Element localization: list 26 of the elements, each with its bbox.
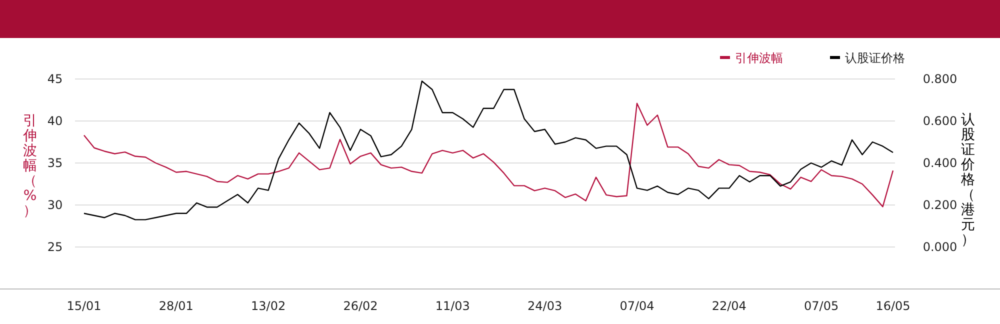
line-series xyxy=(83,80,894,220)
y2-tick-label: 0.200 xyxy=(922,198,958,212)
y-tick-label: 45 xyxy=(47,72,63,86)
y-axis-title: 引伸波幅（%） xyxy=(22,113,37,219)
x-tick-label: 22/04 xyxy=(712,299,746,314)
y-tick-label: 25 xyxy=(47,240,63,254)
x-tick-label: 26/02 xyxy=(343,299,378,314)
x-tick-label: 07/04 xyxy=(620,299,654,314)
y-tick-label: 30 xyxy=(47,198,63,212)
text: 认股证价格（港元） xyxy=(961,112,975,248)
y-tick-label: 40 xyxy=(47,114,63,128)
x-tick-label: 13/02 xyxy=(251,299,286,314)
y2-tick-label: 0.600 xyxy=(922,114,958,128)
x-tick-label: 28/01 xyxy=(158,299,194,314)
y-tick-label: 35 xyxy=(47,156,63,170)
x-tick-label: 07/05 xyxy=(804,299,839,314)
line-series xyxy=(83,102,894,208)
x-tick-label: 16/05 xyxy=(876,299,910,314)
legend-label: 引伸波幅 xyxy=(735,51,783,66)
y2-tick-label: 0.400 xyxy=(922,156,958,170)
x-tick-label: 15/01 xyxy=(66,299,102,314)
x-tick-label: 11/03 xyxy=(435,299,470,314)
legend-label: 认股证价格 xyxy=(845,51,905,66)
y2-tick-label: 0.000 xyxy=(922,240,958,254)
x-tick-label: 24/03 xyxy=(528,299,562,314)
y2-tick-label: 0.800 xyxy=(922,72,958,86)
